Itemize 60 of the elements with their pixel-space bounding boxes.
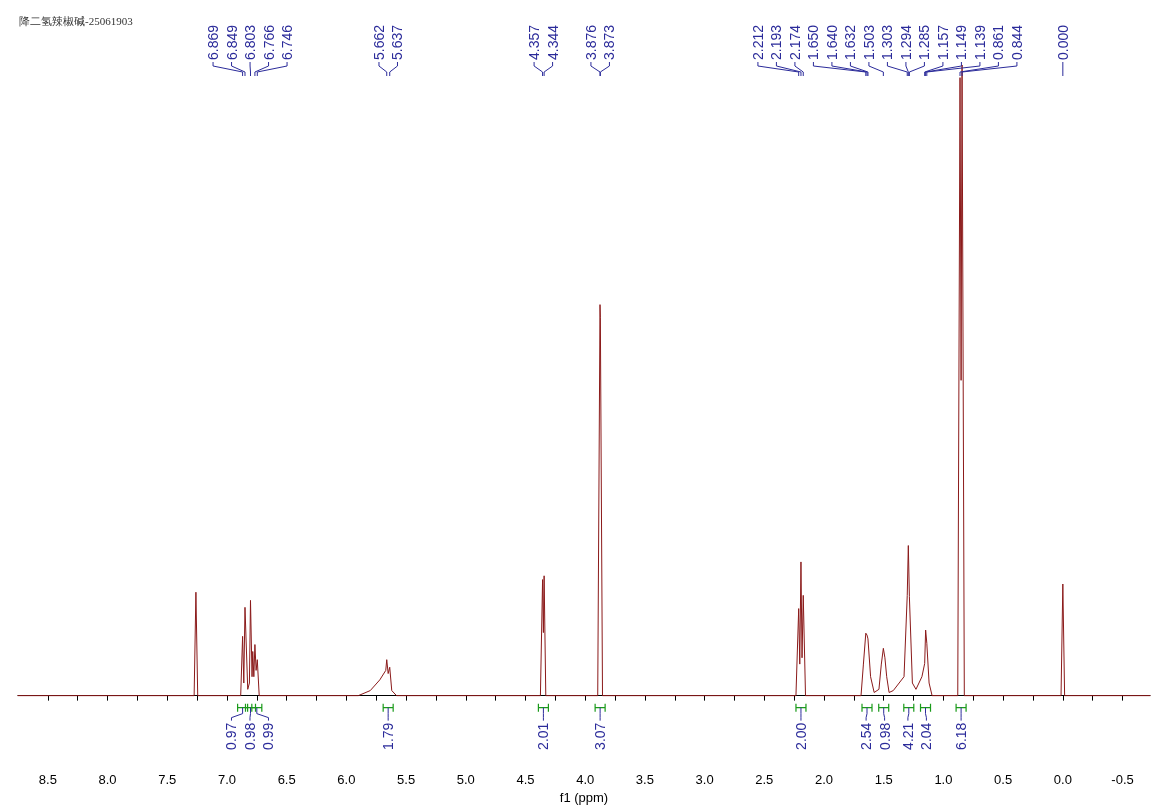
- annotation: 6.766: [260, 24, 277, 60]
- x-tick-label: 2.5: [755, 772, 774, 787]
- x-tick-label: 5.0: [456, 772, 475, 787]
- annotation: 1.139: [971, 24, 988, 60]
- annotation: 3.07: [592, 722, 609, 750]
- annotation: 0.844: [1008, 24, 1025, 60]
- annotation: 4.357: [526, 24, 543, 60]
- x-tick-label: 5.5: [397, 772, 416, 787]
- x-tick-label: 0.5: [994, 772, 1013, 787]
- annotation: 4.344: [544, 24, 561, 60]
- x-tick-label: 6.5: [277, 772, 296, 787]
- x-tick-label: 4.5: [516, 772, 535, 787]
- x-axis-title: f1 (ppm): [559, 789, 609, 805]
- annotation: 1.640: [823, 24, 840, 60]
- x-tick-label: 3.0: [695, 772, 714, 787]
- x-tick-label: 6.0: [337, 772, 356, 787]
- annotation: 1.503: [860, 24, 877, 60]
- annotation: 0.000: [1054, 24, 1071, 60]
- annotation: 3.873: [601, 24, 618, 60]
- annotation: 1.632: [842, 24, 859, 60]
- x-tick-label: 1.0: [934, 772, 953, 787]
- annotation: 2.54: [858, 722, 875, 750]
- x-tick-label: 8.5: [38, 772, 57, 787]
- annotation: 6.746: [279, 24, 296, 60]
- annotation: 1.303: [879, 24, 896, 60]
- annotation: 5.637: [389, 24, 406, 60]
- annotation: 0.98: [876, 722, 893, 750]
- annotation: 2.212: [749, 24, 766, 60]
- annotation: 2.01: [535, 722, 552, 750]
- annotation: 2.00: [792, 722, 809, 750]
- annotation: 1.79: [380, 722, 397, 750]
- annotation: 6.803: [242, 24, 259, 60]
- annotation: 6.18: [953, 722, 970, 750]
- annotation: 0.861: [990, 24, 1007, 60]
- x-tick-label: 8.0: [98, 772, 117, 787]
- annotation: 2.193: [768, 24, 785, 60]
- x-tick-label: 7.0: [217, 772, 237, 787]
- x-tick-label: 4.0: [576, 772, 595, 787]
- annotation: 1.294: [897, 24, 914, 60]
- x-tick-label: 0.0: [1053, 772, 1072, 787]
- annotation: 4.21: [899, 722, 916, 750]
- annotation: 1.650: [805, 24, 822, 60]
- annotation: 0.99: [260, 722, 277, 750]
- annotation: 1.285: [916, 24, 933, 60]
- x-tick-label: 3.5: [635, 772, 654, 787]
- annotation: 2.04: [918, 722, 935, 750]
- annotation: 1.149: [953, 24, 970, 60]
- annotation: 0.97: [223, 722, 240, 750]
- annotation: 0.98: [241, 722, 258, 750]
- annotation: 6.849: [223, 24, 240, 60]
- x-tick-label: -0.5: [1111, 772, 1134, 787]
- annotation: 5.662: [370, 24, 387, 60]
- x-tick-label: 1.5: [874, 772, 893, 787]
- annotation: 1.157: [934, 24, 951, 60]
- annotation: 2.174: [786, 24, 803, 60]
- annotation: 3.876: [582, 24, 599, 60]
- x-tick-label: 2.0: [814, 772, 834, 787]
- annotation: 6.869: [205, 24, 222, 60]
- x-tick-label: 7.5: [158, 772, 177, 787]
- chart-title: 降二氢辣椒碱-25061903: [19, 14, 134, 27]
